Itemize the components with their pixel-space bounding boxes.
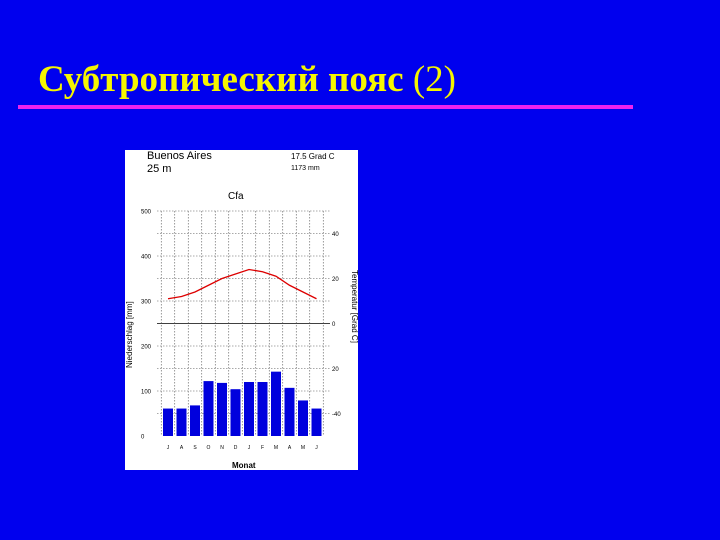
x-tick-label: F xyxy=(261,445,264,451)
precipitation-bar xyxy=(217,382,227,436)
y2-tick-label: -40 xyxy=(332,412,341,418)
temperature-line-group xyxy=(167,268,317,300)
x-tick-label: J xyxy=(167,445,170,451)
y2-tick-label: 40 xyxy=(332,232,339,238)
y2-axis-label: Temperatur [Grad C] xyxy=(350,270,358,343)
y-tick-label: 300 xyxy=(141,300,152,306)
chart-grid xyxy=(157,210,330,436)
slide-title-suffix: (2) xyxy=(412,59,456,100)
x-tick-label: J xyxy=(315,445,318,451)
title-rule xyxy=(18,105,633,109)
precipitation-bar xyxy=(257,382,268,436)
precipitation-bar xyxy=(284,387,295,436)
x-tick-label: M xyxy=(274,445,278,451)
x-tick-label: S xyxy=(193,445,197,451)
y-tick-label: 100 xyxy=(141,390,152,396)
precipitation-bar xyxy=(271,371,281,436)
y-tick-label: 400 xyxy=(141,255,152,261)
x-tick-label: M xyxy=(301,445,305,451)
annual-precipitation: 1173 mm xyxy=(291,165,320,172)
climate-chart: 0 100 200 300 400 500 -40 20 0 20 40 J A S O N D J F M A M J B… xyxy=(125,150,358,470)
y-tick-label: 200 xyxy=(141,345,152,351)
slide-title: Субтропический пояс (2) xyxy=(38,58,456,101)
y-tick-label: 500 xyxy=(141,210,152,216)
precipitation-bar xyxy=(190,405,200,436)
y2-tick-label: 20 xyxy=(332,277,339,283)
precipitation-bar xyxy=(230,389,241,436)
x-tick-label: J xyxy=(248,445,251,451)
y-axis-label: Niederschlag [mm] xyxy=(125,301,134,368)
precipitation-bar xyxy=(298,400,308,436)
precipitation-bar xyxy=(244,382,254,436)
y-tick-label: 0 xyxy=(141,435,145,441)
station-name: Buenos Aires xyxy=(147,150,212,162)
precipitation-bar xyxy=(311,408,322,436)
temperature-line xyxy=(167,268,317,300)
y2-tick-label: 0 xyxy=(332,322,336,328)
climate-class: Cfa xyxy=(228,191,244,202)
station-elevation: 25 m xyxy=(147,163,171,175)
x-axis-label: Monat xyxy=(232,461,256,470)
x-tick-label: A xyxy=(288,445,292,451)
precipitation-bar xyxy=(176,408,187,436)
x-tick-label: D xyxy=(234,445,238,451)
y2-tick-label: 20 xyxy=(332,367,339,373)
precipitation-bar xyxy=(203,381,214,436)
x-tick-label: O xyxy=(207,445,211,451)
slide-title-text: Субтропический пояс xyxy=(38,59,404,100)
x-tick-label: N xyxy=(220,445,224,451)
mean-temperature: 17.5 Grad C xyxy=(291,152,335,161)
x-tick-label: A xyxy=(180,445,184,451)
precipitation-bar xyxy=(163,408,173,436)
precipitation-bars xyxy=(163,371,322,436)
